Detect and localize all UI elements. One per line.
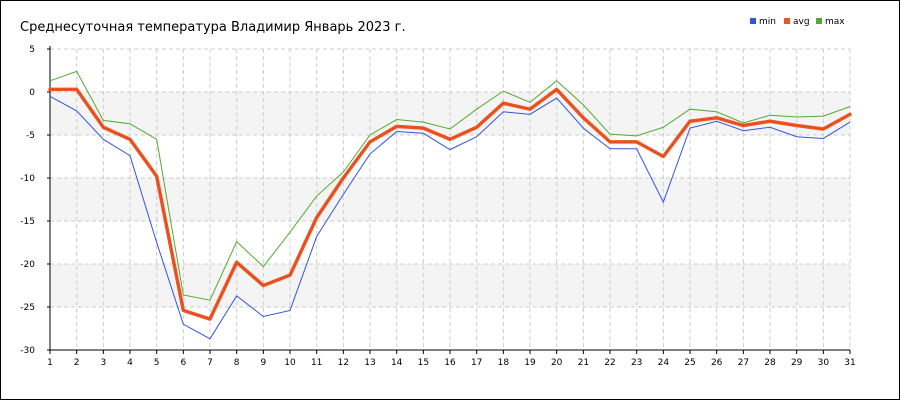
legend-swatch-max [816, 18, 822, 24]
x-tick-label: 17 [471, 358, 482, 368]
x-tick-label: 2 [74, 358, 80, 368]
chart-title: Среднесуточная температура Владимир Янва… [20, 20, 406, 35]
y-tick-label: -30 [20, 346, 35, 356]
series-line-min [49, 95, 851, 340]
x-tick-label: 28 [764, 358, 776, 368]
x-tick-label: 23 [631, 358, 642, 368]
x-tick-label: 14 [391, 358, 403, 368]
x-tick-labels: 1 2 3 4 5 6 7 8 9 10 11 12 13 14 15 16 17 18 19 20 21 22 23 24 2… [47, 358, 856, 368]
background-band [50, 221, 850, 264]
legend-label-avg: avg [793, 17, 810, 27]
y-tick-labels: 5 0 -5 -10 -15 -20 -25 -30 [20, 45, 35, 356]
x-tick-label: 22 [604, 358, 615, 368]
x-tick-label: 16 [444, 358, 456, 368]
legend-swatch-avg [784, 18, 790, 24]
x-tick-label: 19 [524, 358, 536, 368]
x-tick-label: 5 [154, 358, 160, 368]
legend-label-max: max [825, 17, 845, 27]
x-tick-label: 4 [127, 358, 133, 368]
x-tick-label: 1 [47, 358, 53, 368]
legend: min avg max [750, 17, 845, 27]
y-tick-label: -5 [26, 131, 35, 141]
x-tick-label: 8 [234, 358, 240, 368]
series-line-avg-texture [50, 88, 851, 320]
x-tick-label: 13 [364, 358, 375, 368]
series-line-max [49, 70, 851, 301]
x-tick-label: 11 [311, 358, 322, 368]
x-tick-label: 20 [551, 358, 563, 368]
background-band [50, 264, 850, 307]
x-tick-label: 27 [738, 358, 749, 368]
x-tick-label: 9 [260, 358, 266, 368]
y-tick-label: 5 [29, 45, 35, 55]
axes [47, 46, 851, 354]
legend-label-min: min [759, 17, 776, 27]
background-band [50, 307, 850, 350]
x-tick-label: 12 [338, 358, 349, 368]
x-tick-label: 18 [498, 358, 510, 368]
legend-swatch-min [750, 18, 756, 24]
x-tick-label: 26 [711, 358, 723, 368]
x-tick-label: 7 [207, 358, 213, 368]
y-tick-label: -20 [20, 260, 35, 270]
x-tick-label: 29 [791, 358, 803, 368]
x-tick-label: 6 [180, 358, 186, 368]
y-tick-label: 0 [29, 88, 35, 98]
x-tick-label: 21 [578, 358, 589, 368]
x-tick-label: 30 [818, 358, 830, 368]
x-tick-label: 15 [418, 358, 429, 368]
x-tick-label: 3 [100, 358, 106, 368]
grid-lines [49, 48, 851, 351]
x-tick-label: 24 [658, 358, 670, 368]
x-tick-label: 10 [284, 358, 296, 368]
y-tick-label: -15 [20, 217, 35, 227]
series-lines [48, 70, 852, 340]
y-tick-label: -10 [20, 174, 35, 184]
x-tick-label: 31 [844, 358, 855, 368]
x-tick-label: 25 [684, 358, 695, 368]
y-tick-label: -25 [20, 303, 35, 313]
